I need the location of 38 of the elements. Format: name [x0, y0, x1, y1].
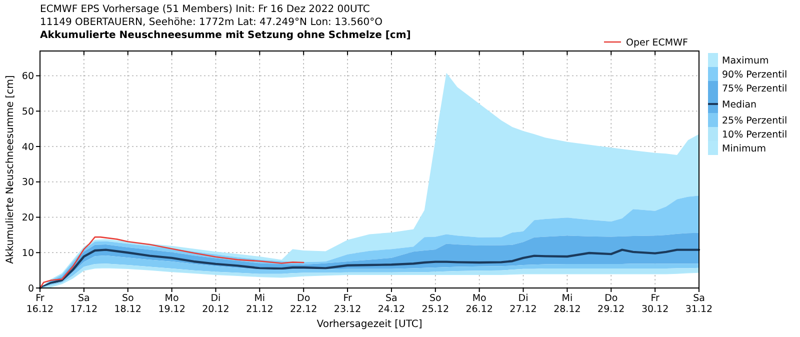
- x-tick-label: Mo 26.12: [466, 293, 493, 315]
- y-tick-label: 50: [22, 106, 34, 118]
- y-tick-label: 0: [28, 283, 34, 294]
- x-tick-label: Di 20.12: [202, 293, 230, 315]
- x-tick-label: So 18.12: [114, 293, 142, 315]
- legend-label: Oper ECMWF: [626, 37, 688, 48]
- x-tick-label: Do 22.12: [290, 293, 318, 315]
- x-tick-label: Sa 31.12: [685, 293, 713, 315]
- line-series: [39, 236, 304, 289]
- chart-subtitle: 11149 OBERTAUERN, Seehöhe: 1772m Lat: 47.249°N Lon: 13.560°O: [40, 17, 383, 28]
- x-tick-label: Mi 21.12: [246, 293, 274, 315]
- y-tick-label: 40: [22, 142, 34, 153]
- y-tick-label: 60: [22, 71, 34, 82]
- x-tick-label: So 25.12: [422, 293, 449, 315]
- x-tick-label: Di 27.12: [510, 293, 537, 315]
- y-tick-label: 10: [22, 248, 34, 259]
- x-tick-label: Do 29.12: [598, 293, 625, 315]
- x-tick-label: Mo 19.12: [158, 293, 186, 315]
- chart-title: ECMWF EPS Vorhersage (51 Members) Init: Fr 16 Dez 2022 00UTC: [40, 4, 370, 15]
- legend-label: 25% Perzentil: [722, 115, 788, 126]
- legend-label: Maximum: [722, 55, 769, 66]
- y-tick-label: 30: [22, 177, 34, 188]
- legend-label: 90% Perzentil: [722, 69, 788, 80]
- x-tick-label: Fr 30.12: [641, 293, 669, 315]
- x-tick-label: Fr 23.12: [334, 293, 362, 315]
- text: Akkumulierte Neuschneesumme mit Setzung ohne Schmelze [cm]: [40, 30, 411, 41]
- legend-label: 10% Perzentil: [722, 129, 788, 140]
- y-tick-label: 20: [22, 212, 34, 224]
- line-series: [38, 248, 700, 290]
- x-tick-label: Sa 24.12: [378, 293, 406, 315]
- legend-label: 75% Perzentil: [722, 83, 788, 94]
- x-axis-title: Vorhersagezeit [UTC]: [316, 319, 422, 330]
- y-axis-title: Akkumulierte Neuschneesumme [cm]: [5, 75, 16, 264]
- legend-label: Minimum: [722, 143, 766, 154]
- x-tick-label: Fr 16.12: [26, 293, 54, 315]
- legend-label: Median: [722, 99, 757, 110]
- x-tick-label: Sa 17.12: [70, 293, 98, 315]
- x-tick-label: Mi 28.12: [554, 293, 581, 315]
